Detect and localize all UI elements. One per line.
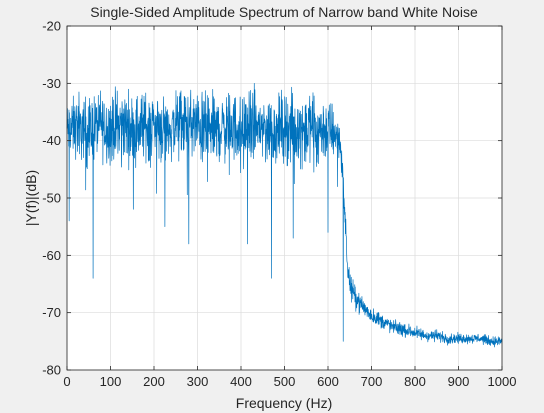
series-layer: [66, 83, 503, 348]
chart-title: Single-Sided Amplitude Spectrum of Narro…: [90, 4, 478, 20]
y-tick-label: -40: [42, 133, 61, 148]
x-tick-label: 300: [187, 374, 209, 389]
x-tick-label: 200: [143, 374, 165, 389]
tick-marks: [66, 25, 503, 371]
y-tick-label: -80: [42, 363, 61, 378]
y-tick-label: -30: [42, 76, 61, 91]
x-tick-label: 500: [274, 374, 296, 389]
y-tick-label: -50: [42, 191, 61, 206]
y-axis-label: |Y(f)|(dB): [23, 170, 39, 226]
x-tick-labels: 0 100 200 300 400 500 600 700 800 900 1000: [63, 374, 516, 389]
x-tick-label: 600: [317, 374, 339, 389]
y-tick-label: -70: [42, 305, 61, 320]
y-tick-label: -20: [42, 19, 61, 34]
y-tick-labels: -80 -70 -60 -50 -40 -30 -20: [42, 19, 61, 378]
x-tick-label: 1000: [488, 374, 517, 389]
x-tick-label: 400: [230, 374, 252, 389]
y-tick-label: -60: [42, 248, 61, 263]
x-tick-label: 800: [404, 374, 426, 389]
x-tick-label: 100: [100, 374, 122, 389]
x-axis-label: Frequency (Hz): [236, 395, 332, 411]
x-tick-label: 900: [448, 374, 470, 389]
spectrum-series-line: [66, 83, 503, 348]
x-tick-label: 0: [63, 374, 70, 389]
x-tick-label: 700: [361, 374, 383, 389]
